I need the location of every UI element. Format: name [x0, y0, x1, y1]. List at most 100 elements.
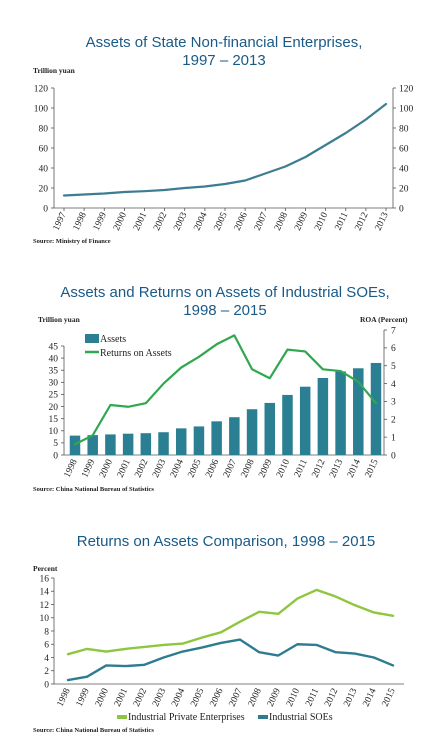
x-tick-label: 2001 [113, 687, 130, 709]
x-tick-label: 2001 [132, 211, 149, 233]
y-tick-label: 12 [40, 601, 50, 611]
x-tick-label: 2015 [381, 687, 398, 709]
chart-title: Returns on Assets Comparison, 1998 – 201… [77, 533, 376, 550]
x-tick-label: 2005 [213, 211, 230, 233]
y-axis-unit: Trillion yuan [33, 66, 76, 75]
x-tick-label: 2008 [240, 458, 257, 480]
y-tick-label: 30 [49, 379, 59, 389]
source-note: Source: Ministry of Finance [33, 238, 111, 245]
y-tick-label: 20 [39, 184, 49, 194]
x-tick-label: 2006 [204, 458, 221, 480]
x-tick-label: 2004 [169, 458, 186, 480]
y-tick-label: 40 [39, 164, 49, 174]
legend-label-roa: Returns on Assets [100, 348, 172, 359]
x-tick-label: 2007 [253, 211, 270, 233]
y2-tick-label: 0 [399, 204, 404, 214]
y-tick-label: 25 [49, 391, 59, 401]
x-tick-label: 1999 [92, 211, 109, 233]
y-axis-unit: Trillion yuan [38, 315, 81, 324]
y-tick-label: 8 [44, 627, 49, 637]
chart-title: Assets of State Non-financial Enterprise… [86, 34, 363, 51]
x-tick-label: 2000 [112, 211, 129, 233]
x-tick-label: 2006 [233, 211, 250, 233]
y-tick-label: 35 [49, 367, 59, 377]
x-tick-label: 2007 [228, 687, 245, 709]
y-tick-label: 20 [49, 403, 59, 413]
x-tick-label: 2005 [189, 687, 206, 709]
bar-assets [193, 426, 205, 455]
bar-assets [282, 394, 293, 455]
y2-tick-label: 20 [399, 184, 409, 194]
y2-tick-label: 120 [399, 84, 414, 94]
y-tick-label: 0 [44, 680, 49, 690]
y2-tick-label: 80 [399, 124, 409, 134]
x-tick-label: 2003 [151, 687, 168, 709]
x-tick-label: 2008 [247, 687, 264, 709]
x-tick-label: 1998 [72, 211, 89, 233]
x-tick-label: 2001 [116, 458, 133, 480]
x-tick-label: 2010 [285, 687, 302, 709]
x-tick-label: 2009 [266, 687, 283, 709]
x-tick-label: 2011 [293, 458, 310, 479]
bar-assets [353, 368, 364, 455]
y-tick-label: 80 [39, 124, 49, 134]
legend-label-assets: Assets [100, 334, 126, 345]
y2-tick-label: 3 [391, 398, 396, 408]
bar-assets [335, 371, 346, 455]
y2-tick-label: 4 [391, 380, 396, 390]
y2-tick-label: 60 [399, 144, 409, 154]
x-tick-label: 2015 [364, 458, 381, 480]
bar-assets [105, 434, 116, 455]
x-tick-label: 2002 [132, 687, 149, 709]
y2-tick-label: 1 [391, 433, 396, 443]
chart-title: 1998 – 2015 [183, 302, 266, 319]
bar-assets [370, 362, 382, 455]
bar-assets [229, 417, 240, 455]
y-tick-label: 45 [49, 342, 59, 352]
x-tick-label: 1999 [80, 458, 97, 480]
chart-3-roa-comparison: Returns on Assets Comparison, 1998 – 201… [33, 533, 404, 734]
y-tick-label: 10 [49, 427, 59, 437]
x-tick-label: 2006 [209, 687, 226, 709]
x-tick-label: 2010 [313, 211, 330, 233]
x-tick-label: 2009 [293, 211, 310, 233]
series-line-soes [66, 638, 395, 682]
series-line-roa [73, 334, 378, 446]
y-tick-label: 16 [40, 574, 50, 584]
y2-tick-label: 2 [391, 416, 396, 426]
y2-tick-label: 6 [391, 344, 396, 354]
y2-tick-label: 5 [391, 362, 396, 372]
bar-assets [175, 428, 187, 455]
y-tick-label: 5 [53, 439, 58, 449]
chart-1-state-nonfinancial-assets: Assets of State Non-financial Enterprise… [33, 34, 414, 245]
y2-tick-label: 7 [391, 326, 396, 336]
legend-swatch-assets [85, 334, 99, 343]
y-tick-label: 120 [34, 84, 49, 94]
x-tick-label: 2002 [152, 211, 169, 233]
x-tick-label: 2013 [328, 458, 345, 480]
x-tick-label: 2013 [374, 211, 391, 233]
x-tick-label: 2000 [94, 687, 111, 709]
x-tick-label: 2007 [222, 458, 239, 480]
x-tick-label: 2009 [257, 458, 274, 480]
bar-assets [158, 432, 169, 455]
x-tick-label: 2008 [273, 211, 290, 233]
legend-label-soes: Industrial SOEs [269, 712, 333, 723]
y2-tick-label: 0 [391, 451, 396, 461]
bar-assets [140, 433, 152, 455]
source-note: Source: China National Bureau of Statist… [33, 727, 154, 734]
x-tick-label: 2004 [192, 211, 209, 233]
y-tick-label: 2 [44, 667, 49, 677]
series-line-assets [62, 102, 388, 197]
x-tick-label: 1997 [52, 211, 69, 233]
bar-assets [246, 409, 258, 455]
y-axis-unit: Percent [33, 564, 58, 573]
x-tick-label: 2011 [304, 687, 321, 708]
x-tick-label: 2003 [151, 458, 168, 480]
x-tick-label: 1998 [56, 687, 73, 709]
y-tick-label: 14 [40, 588, 50, 598]
x-tick-label: 2002 [133, 458, 150, 480]
x-tick-label: 2011 [334, 211, 351, 232]
x-tick-label: 2010 [275, 458, 292, 480]
